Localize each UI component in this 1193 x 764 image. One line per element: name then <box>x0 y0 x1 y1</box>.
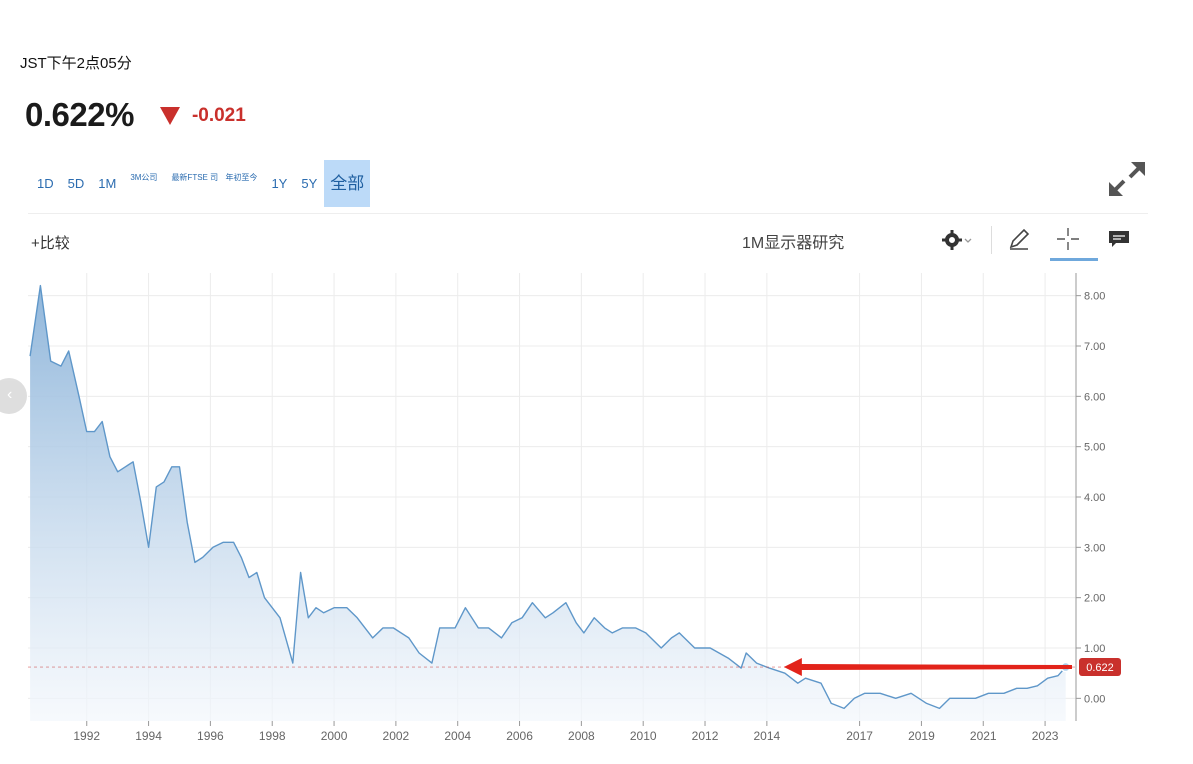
last-value-badge <box>1079 658 1121 677</box>
y-tick-label: 6.00 <box>1084 391 1105 403</box>
quote-summary: 0.622% -0.021 <box>25 96 246 134</box>
time-range-tabs: 1D 5D 1M 3M公司 最新FTSE 司年初至今 1Y 5Y 全部 <box>30 160 371 207</box>
active-tool-indicator <box>1050 258 1098 261</box>
quote-time: JST下午2点05分 <box>20 55 132 72</box>
series-line <box>29 284 1067 710</box>
x-tick-label: 2012 <box>692 729 719 743</box>
tab-range-5[interactable]: 年初至今 <box>225 173 258 182</box>
comment-icon[interactable] <box>1107 228 1131 250</box>
x-tick-label: 2004 <box>444 729 471 743</box>
y-tick-label: 1.00 <box>1084 643 1105 655</box>
x-tick-label: 1992 <box>73 729 100 743</box>
tab-range-1[interactable]: 5D <box>67 176 85 191</box>
tab-range-7[interactable]: 5Y <box>301 176 318 191</box>
expand-icon[interactable] <box>1105 158 1149 200</box>
x-tick-label: 2014 <box>754 729 781 743</box>
y-tick-label: 2.00 <box>1084 593 1105 605</box>
x-tick-label: 2010 <box>630 729 657 743</box>
tab-range-3[interactable]: 3M公司 <box>130 173 158 182</box>
x-tick-label: 2000 <box>321 729 348 743</box>
x-tick-label: 2023 <box>1032 729 1059 743</box>
study-selector[interactable]: 1M显示器研究 <box>742 235 845 252</box>
x-tick-label: 2019 <box>908 729 935 743</box>
y-tick-label: 3.00 <box>1084 542 1105 554</box>
series-area <box>30 285 1066 721</box>
y-tick-label: 4.00 <box>1084 492 1105 504</box>
compare-button[interactable]: +比较 <box>31 235 70 252</box>
toolbar-separator <box>991 226 992 254</box>
crosshair-icon[interactable] <box>1055 226 1081 252</box>
chevron-left-icon: ‹ <box>7 386 13 403</box>
tab-range-0[interactable]: 1D <box>37 176 54 191</box>
annotation-arrow <box>783 658 1072 677</box>
pencil-icon[interactable] <box>1006 226 1032 252</box>
y-tick-label: 0.00 <box>1084 693 1105 705</box>
x-tick-label: 2006 <box>506 729 533 743</box>
tab-range-2[interactable]: 1M <box>98 176 117 191</box>
x-tick-label: 1998 <box>259 729 286 743</box>
toolbar-divider <box>28 213 1148 214</box>
tab-range-6[interactable]: 1Y <box>271 176 288 191</box>
tab-range-8[interactable]: 全部 <box>324 160 371 207</box>
y-tick-label: 7.00 <box>1084 341 1105 353</box>
down-arrow-icon <box>159 107 180 125</box>
x-tick-label: 2021 <box>970 729 997 743</box>
y-tick-label: 8.00 <box>1084 291 1105 303</box>
yield-chart[interactable]: 8.00 7.00 6.00 5.00 4.00 3.00 2.00 1.00 0.00 1992… <box>0 265 1193 764</box>
tab-range-4[interactable]: 最新FTSE 司 <box>171 173 219 182</box>
x-tick-label: 2008 <box>568 729 595 743</box>
x-tick-label: 2002 <box>383 729 410 743</box>
yield-change: -0.021 <box>191 105 246 126</box>
y-tick-label: 5.00 <box>1084 442 1105 454</box>
x-tick-label: 2017 <box>846 729 873 743</box>
last-value-label: 0.622 <box>1086 662 1114 674</box>
settings-icon[interactable] <box>942 229 974 251</box>
x-tick-label: 1996 <box>197 729 224 743</box>
x-tick-label: 1994 <box>135 729 162 743</box>
current-yield: 0.622% <box>25 96 134 133</box>
